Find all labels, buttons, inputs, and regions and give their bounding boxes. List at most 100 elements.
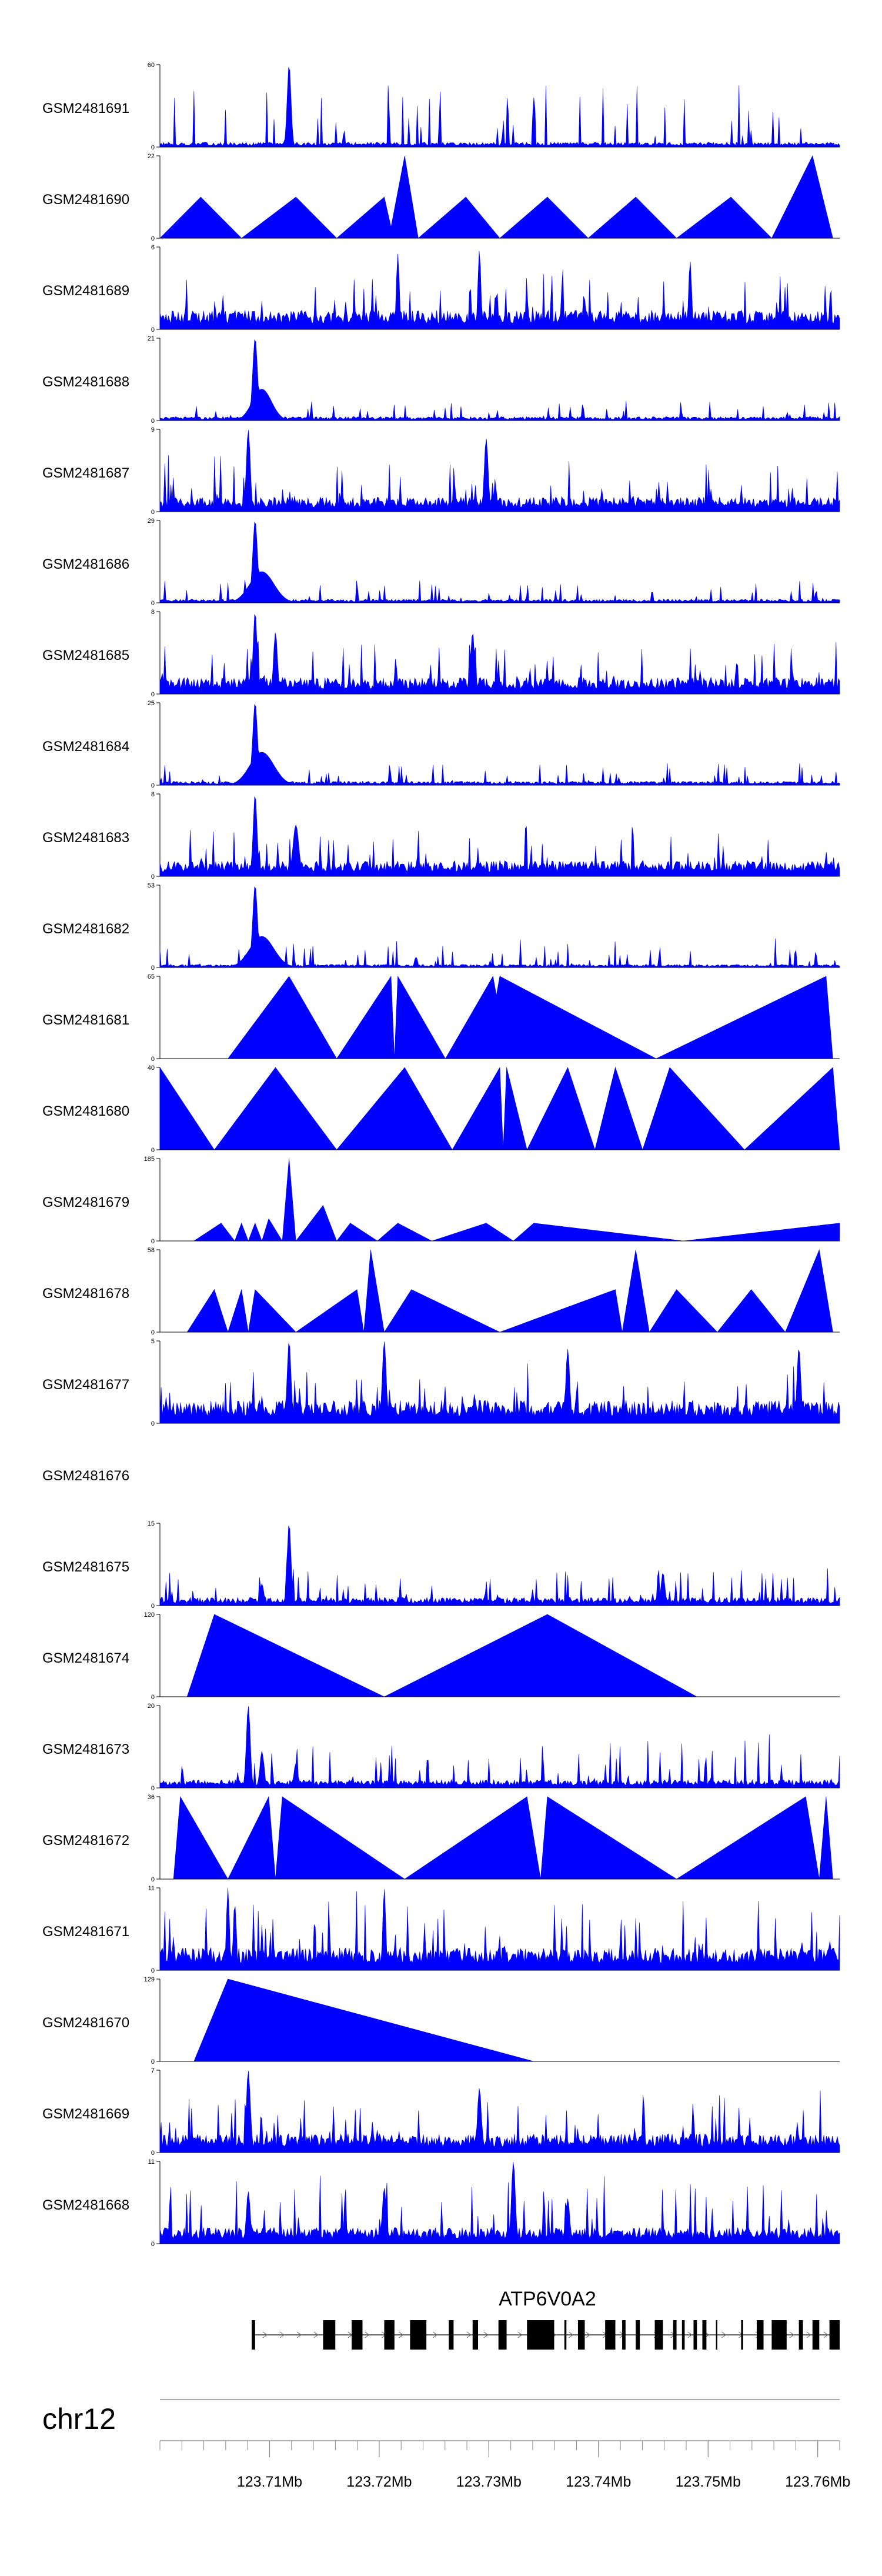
coverage-area — [173, 1796, 833, 1880]
exon — [741, 2320, 743, 2350]
track-label: GSM2481690 — [42, 192, 129, 208]
track-label: GSM2481672 — [42, 1833, 129, 1848]
track-GSM2481671: GSM2481671 11 0 — [42, 1885, 840, 1974]
track-label: GSM2481681 — [42, 1012, 129, 1028]
track-GSM2481668: GSM2481668 11 0 — [42, 2158, 840, 2248]
track-GSM2481685: GSM2481685 8 0 — [42, 609, 840, 698]
strand-arrow — [806, 2331, 811, 2338]
track-GSM2481680: GSM2481680 40 0 — [42, 1065, 840, 1154]
exon — [812, 2320, 820, 2350]
y-zero-label: 0 — [151, 1147, 155, 1154]
exon — [829, 2320, 840, 2350]
y-max-label: 8 — [151, 791, 155, 798]
y-max-label: 5 — [151, 1338, 155, 1345]
strand-arrow — [789, 2331, 794, 2338]
exon — [654, 2320, 663, 2350]
y-zero-label: 0 — [151, 1420, 155, 1427]
coverage-area — [159, 886, 840, 968]
exon — [252, 2320, 255, 2350]
track-label: GSM2481684 — [42, 739, 129, 755]
exon — [351, 2320, 363, 2350]
coverage-area — [159, 2071, 840, 2153]
exon — [716, 2320, 717, 2350]
track-GSM2481683: GSM2481683 8 0 — [42, 791, 840, 880]
y-max-label: 15 — [148, 1520, 155, 1527]
x-tick-label: 123.76Mb — [785, 2474, 850, 2490]
exon — [702, 2320, 707, 2350]
coverage-area — [186, 1249, 833, 1333]
strand-arrow — [279, 2331, 285, 2338]
track-label: GSM2481670 — [42, 2015, 129, 2031]
track-GSM2481688: GSM2481688 21 0 — [42, 335, 840, 425]
y-zero-label: 0 — [151, 2058, 155, 2066]
y-zero-label: 0 — [151, 1967, 155, 1974]
exon — [771, 2320, 787, 2350]
exon — [799, 2320, 803, 2350]
y-zero-label: 0 — [151, 509, 155, 516]
coverage-area — [159, 2162, 840, 2244]
coverage-area — [159, 339, 840, 421]
exon — [756, 2320, 764, 2350]
y-zero-label: 0 — [151, 418, 155, 425]
y-zero-label: 0 — [151, 1238, 155, 1245]
strand-arrow — [569, 2331, 574, 2338]
coverage-area — [159, 1887, 840, 1971]
x-tick-label: 123.75Mb — [676, 2474, 741, 2490]
track-GSM2481690: GSM2481690 22 0 — [42, 153, 840, 242]
coverage-area — [159, 614, 840, 695]
track-label: GSM2481668 — [42, 2197, 129, 2213]
coverage-area — [193, 1978, 534, 2062]
exon — [577, 2320, 585, 2350]
y-max-label: 9 — [151, 426, 155, 433]
y-max-label: 25 — [148, 700, 155, 707]
coverage-area — [159, 251, 840, 330]
exon — [323, 2320, 336, 2350]
track-GSM2481686: GSM2481686 29 0 — [42, 518, 840, 607]
track-label: GSM2481674 — [42, 1650, 129, 1666]
strand-arrow — [262, 2331, 268, 2338]
track-GSM2481687: GSM2481687 9 0 — [42, 426, 840, 516]
coverage-area — [186, 1614, 697, 1697]
y-zero-label: 0 — [151, 2241, 155, 2248]
y-max-label: 11 — [148, 2158, 155, 2165]
y-max-label: 7 — [151, 2067, 155, 2074]
coverage-area — [159, 1066, 840, 1151]
coverage-area — [159, 1526, 840, 1606]
coverage-area — [159, 796, 840, 877]
exon — [605, 2320, 616, 2350]
track-label: GSM2481679 — [42, 1194, 129, 1210]
track-GSM2481674: GSM2481674 120 0 — [42, 1611, 840, 1701]
track-GSM2481684: GSM2481684 25 0 — [42, 700, 840, 789]
exon — [384, 2320, 395, 2350]
track-label: GSM2481671 — [42, 1924, 129, 1940]
track-label: GSM2481675 — [42, 1559, 129, 1575]
x-tick-label: 123.74Mb — [566, 2474, 631, 2490]
exon — [693, 2320, 697, 2350]
strand-arrow — [721, 2331, 727, 2338]
exon — [498, 2320, 507, 2350]
track-label: GSM2481685 — [42, 648, 129, 663]
track-GSM2481691: GSM2481691 60 0 — [42, 62, 840, 151]
y-max-label: 22 — [148, 153, 155, 160]
track-GSM2481689: GSM2481689 6 0 — [42, 244, 840, 333]
y-max-label: 65 — [148, 973, 155, 980]
track-label: GSM2481669 — [42, 2106, 129, 2122]
exon — [472, 2320, 479, 2350]
exon — [622, 2320, 626, 2350]
strand-arrow — [585, 2331, 591, 2338]
y-zero-label: 0 — [151, 873, 155, 880]
y-max-label: 60 — [148, 62, 155, 69]
strand-arrow — [313, 2331, 319, 2338]
exon — [681, 2320, 685, 2350]
y-zero-label: 0 — [151, 235, 155, 242]
coverage-area — [159, 703, 840, 786]
y-max-label: 185 — [144, 1156, 155, 1163]
gene-model-track: ATP6V0A2 — [252, 2288, 840, 2350]
track-GSM2481670: GSM2481670 129 0 — [42, 1976, 840, 2066]
track-GSM2481669: GSM2481669 7 0 — [42, 2067, 840, 2157]
y-zero-label: 0 — [151, 144, 155, 151]
strand-arrow — [687, 2331, 693, 2338]
chromosome-label: chr12 — [42, 2403, 116, 2435]
track-GSM2481673: GSM2481673 20 0 — [42, 1703, 840, 1792]
track-label: GSM2481691 — [42, 101, 129, 116]
